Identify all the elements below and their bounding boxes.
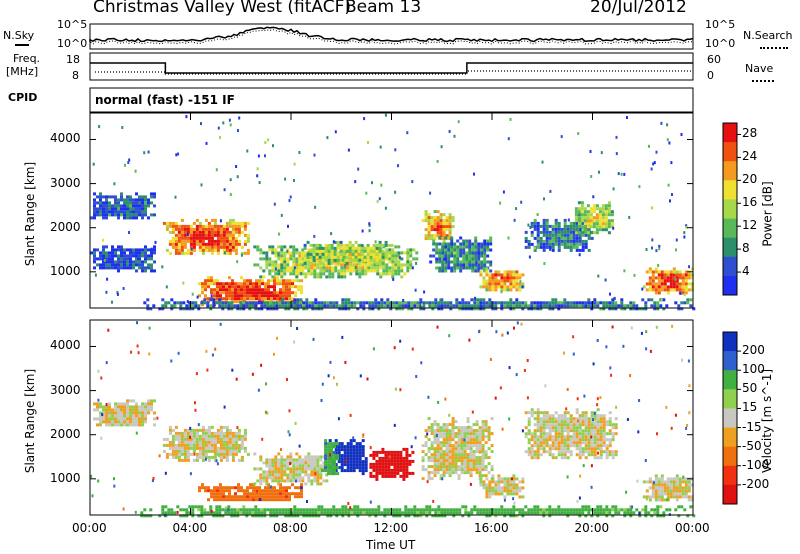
colorbar-segment: [723, 446, 737, 467]
colorbar-segment: [723, 389, 737, 409]
nsky-label: N.Sky: [3, 29, 35, 42]
noise-panel-frame: [89, 23, 694, 50]
noise-axis-bottom-right: 10^0: [705, 37, 736, 50]
colorbar-tick-label: 16: [742, 195, 758, 210]
y-tick-label: 4000: [50, 338, 81, 353]
freq-tick-8: 8: [72, 69, 79, 82]
colorbar-segment: [723, 218, 737, 239]
y-tick-label: 2000: [50, 219, 81, 234]
colorbar-tick-label: 20: [742, 172, 758, 187]
y-tick-label: 3000: [50, 382, 81, 397]
colorbar-tick-label: 15: [742, 400, 758, 415]
colorbar-tick-label: 50: [742, 381, 758, 396]
station-title: Christmas Valley West (fitACF): [93, 0, 352, 17]
power-cells: [90, 113, 696, 311]
x-tick-label: 00:00: [72, 521, 107, 535]
colorbar-segment: [723, 237, 737, 258]
colorbar-tick-label: 4: [742, 264, 750, 279]
colorbar-segment: [723, 408, 737, 428]
colorbar-frame: [722, 331, 738, 505]
nave-series: [95, 70, 693, 75]
freq-panel-frame: [89, 52, 694, 81]
nave-tick-60: 60: [707, 53, 721, 66]
cpid-label: CPID: [8, 91, 38, 104]
colorbar-segment: [723, 256, 737, 277]
cpid-text: normal (fast) -151 IF: [95, 93, 235, 107]
x-tick-label: 16:00: [474, 521, 509, 535]
x-axis-title: Time UT: [366, 538, 416, 552]
colorbar-segment: [723, 180, 737, 200]
colorbar-segment: [723, 465, 737, 486]
velocity-y-axis-title: Slant Range [km]: [23, 368, 38, 474]
colorbar-segment: [723, 427, 737, 448]
noise-axis-top-right: 10^5: [705, 18, 736, 31]
colorbar-segment: [723, 161, 737, 181]
freq-label: Freq.: [13, 52, 41, 65]
nsky-line: [15, 44, 29, 46]
colorbar-tick-label: -50: [742, 438, 762, 453]
colorbar-tick-label: -15: [742, 419, 762, 434]
colorbar-segment: [723, 275, 737, 296]
freq-tick-18: 18: [66, 53, 80, 66]
colorbar-segment: [723, 199, 737, 219]
y-tick-label: 1000: [50, 263, 81, 278]
y-tick-label: 4000: [50, 131, 81, 146]
colorbar-segment: [723, 332, 737, 352]
cpid-panel-frame: [89, 87, 694, 113]
nsearch-label: N.Search: [743, 29, 793, 42]
colorbar-tick-label: 12: [742, 218, 758, 233]
x-tick-label: 12:00: [373, 521, 409, 535]
beam-label: Beam 13: [345, 0, 422, 17]
nsearch-series: [89, 28, 694, 45]
colorbar-tick-label: -200: [742, 476, 770, 491]
colorbar-segment: [723, 484, 737, 505]
nsearch-line: [760, 47, 788, 49]
y-tick-label: 3000: [50, 175, 81, 190]
colorbar-segment: [723, 351, 737, 371]
colorbar-tick-label: -100: [742, 457, 770, 472]
x-tick-label: 04:00: [172, 521, 208, 535]
noise-axis-top-left: 10^5: [57, 18, 88, 31]
colorbar-tick-label: 200: [742, 343, 765, 358]
colorbar-tick-label: 8: [742, 241, 750, 256]
y-tick-label: 1000: [50, 470, 81, 485]
nave-line: [752, 80, 774, 82]
freq-unit-label: [MHz]: [6, 65, 39, 78]
x-tick-label: 00:00: [675, 521, 710, 535]
nave-tick-0: 0: [707, 69, 714, 82]
x-tick-label: 20:00: [574, 521, 610, 535]
colorbar-segment: [723, 123, 737, 143]
y-tick-label: 2000: [50, 426, 81, 441]
frequency-series: [90, 62, 693, 74]
date-label: 20/Jul/2012: [590, 0, 687, 17]
noise-axis-bottom-left: 10^0: [57, 37, 88, 50]
colorbar-tick-label: 24: [742, 149, 758, 164]
power-y-axis-title: Slant Range [km]: [23, 161, 38, 267]
colorbar-segment: [723, 142, 737, 162]
velocity-cells: [90, 321, 696, 518]
nsky-series: [89, 26, 694, 43]
colorbar-frame: [722, 122, 738, 296]
power-colorbar-title: Power [dB]: [760, 181, 775, 247]
nave-label: Nave: [745, 62, 774, 75]
colorbar-segment: [723, 370, 737, 390]
colorbar-tick-label: 100: [742, 362, 765, 377]
x-tick-label: 08:00: [273, 521, 308, 535]
colorbar-tick-label: 28: [742, 126, 758, 141]
